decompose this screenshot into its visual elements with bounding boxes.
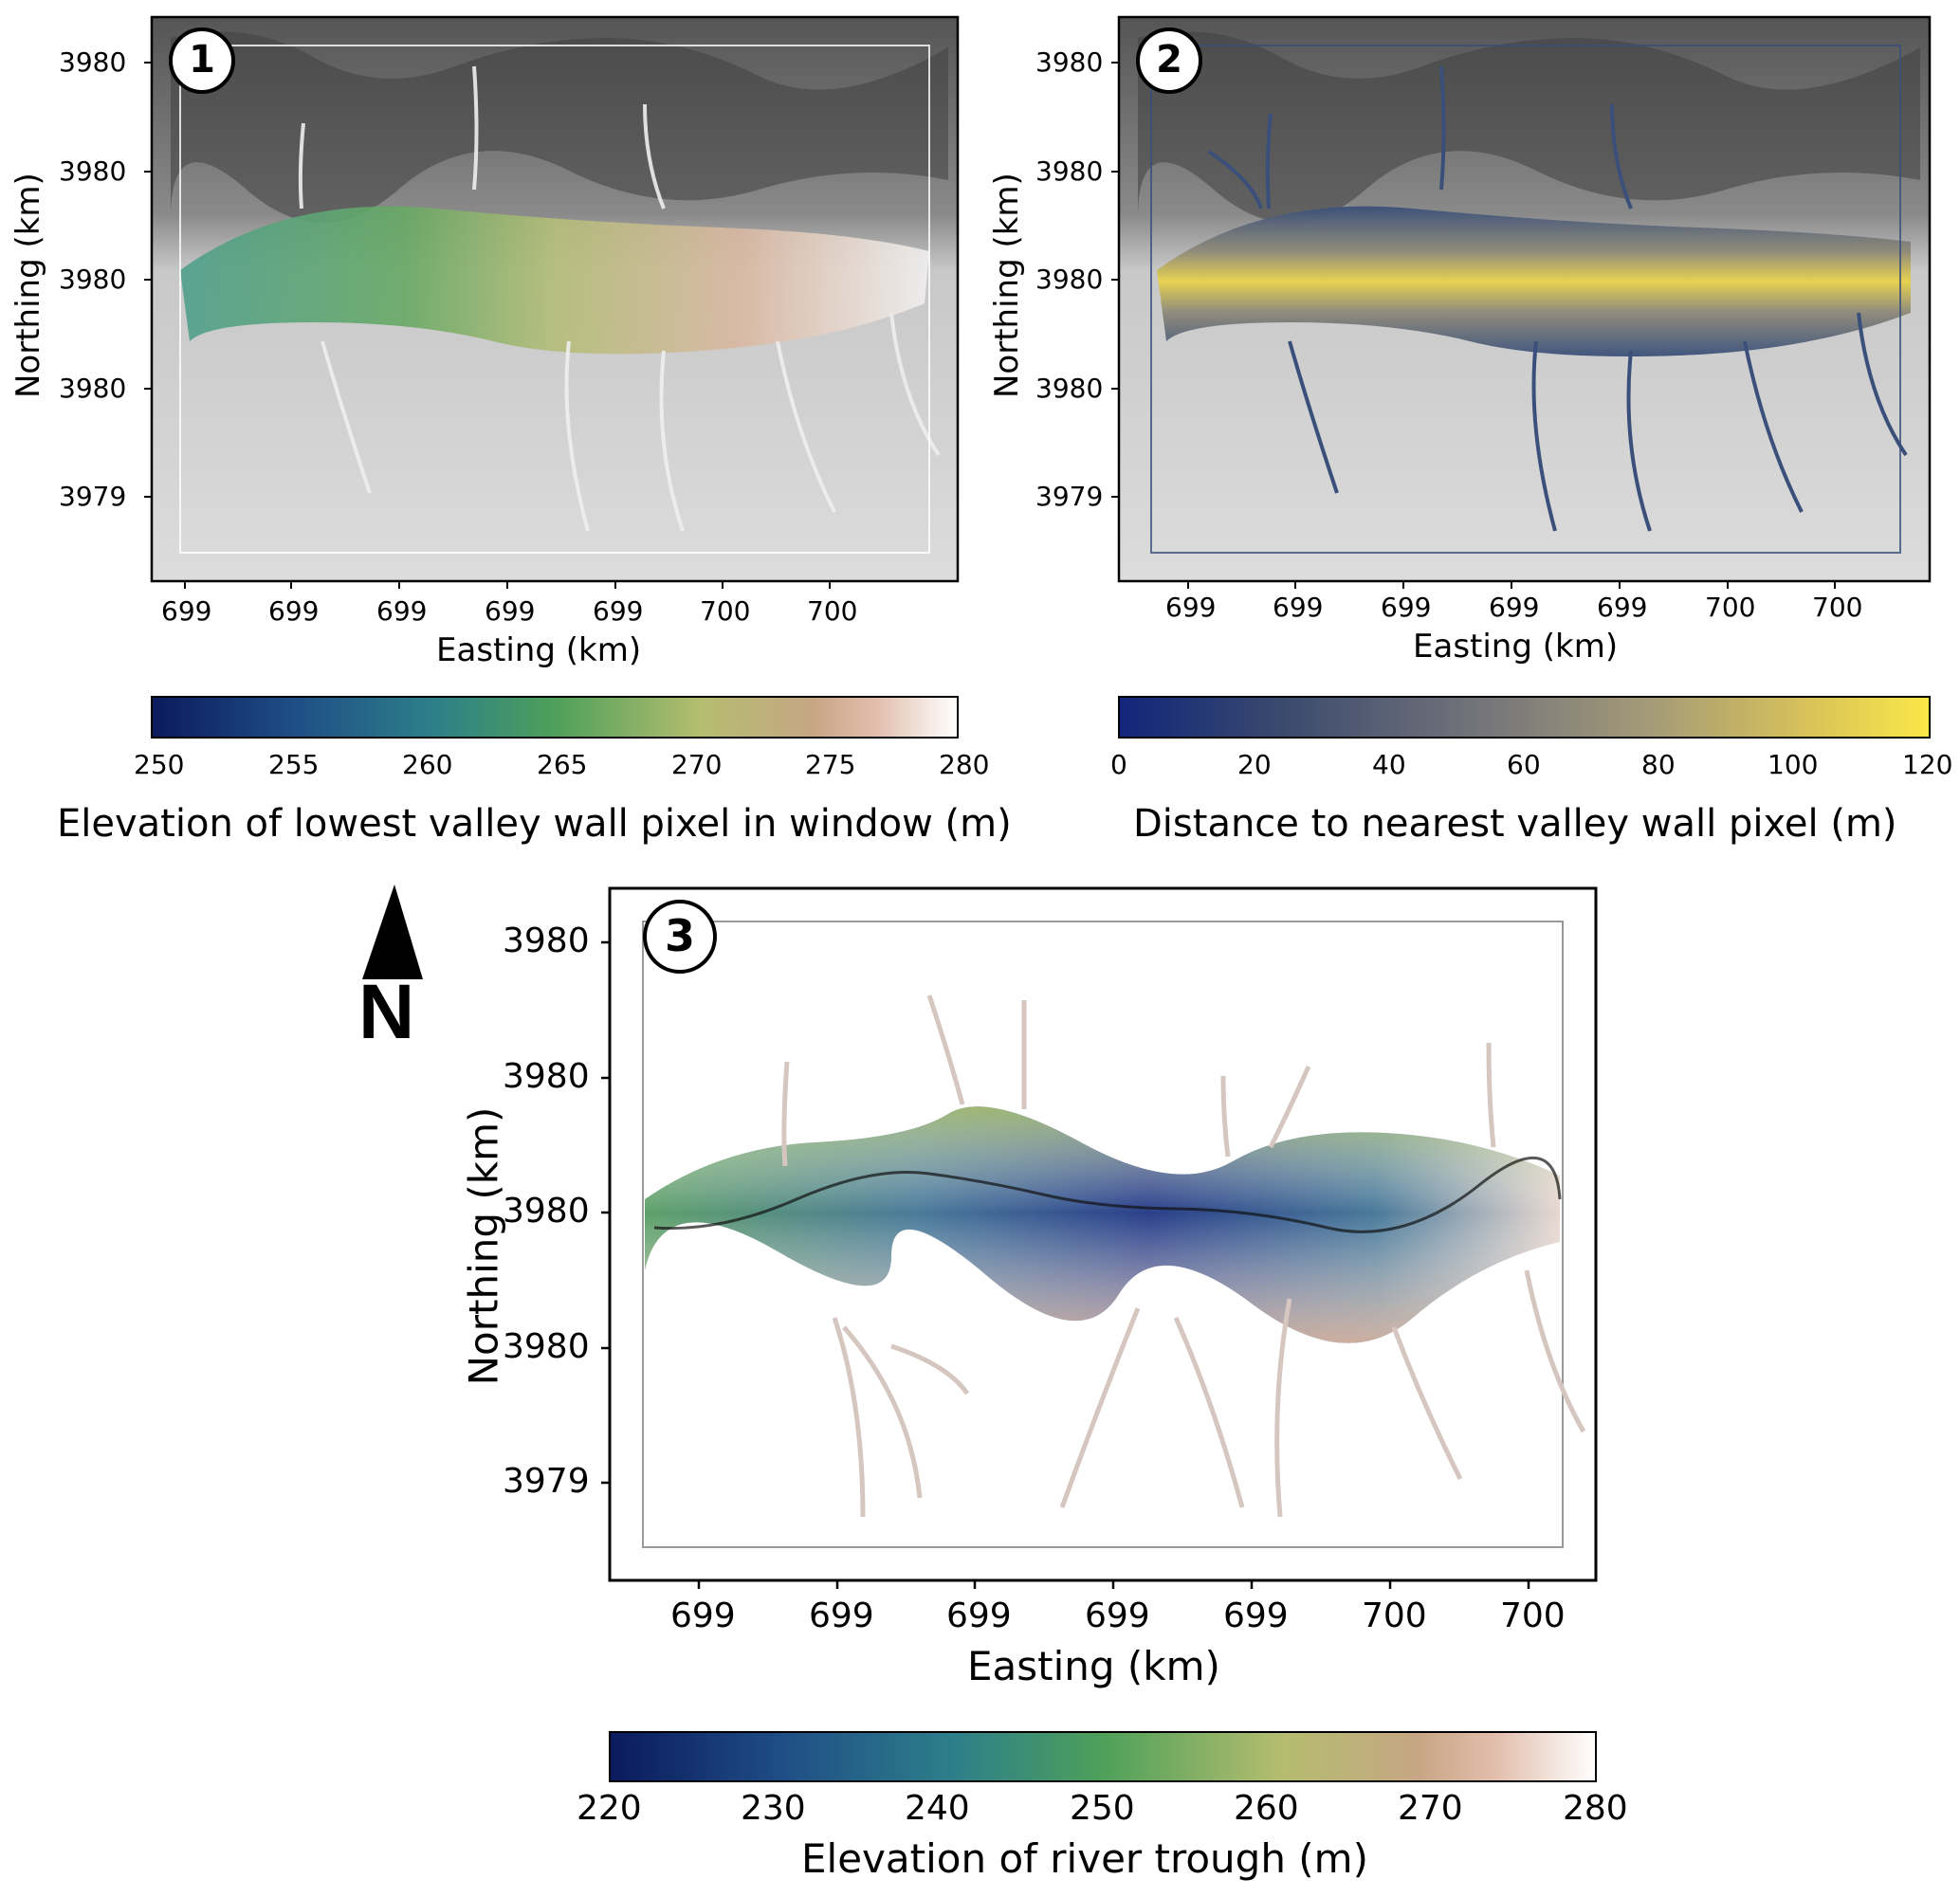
map-area-2 — [1117, 15, 1932, 583]
xtick-2-6: 700 — [1812, 592, 1863, 623]
xtick-1-6: 700 — [807, 595, 858, 627]
ytick-1-1: 3980 — [59, 155, 127, 187]
xtick-3-1: 699 — [809, 1596, 874, 1635]
cbtick-1-4: 270 — [671, 749, 723, 780]
panel-badge-2 — [1136, 27, 1202, 94]
panel-2: 2 3980 3980 3980 3980 3979 Northing (km)… — [977, 0, 1960, 853]
xlabel-3: Easting (km) — [967, 1643, 1220, 1689]
cbtick-2-1: 20 — [1237, 749, 1272, 780]
ylabel-1: Northing (km) — [9, 173, 47, 398]
cbtick-2-0: 0 — [1110, 749, 1127, 780]
cbtick-3-2: 240 — [905, 1789, 970, 1828]
cbtick-1-3: 265 — [537, 749, 588, 780]
colorbar-label-3: Elevation of river trough (m) — [801, 1835, 1368, 1882]
cbtick-1-2: 260 — [402, 749, 453, 780]
xtick-3-0: 699 — [670, 1596, 736, 1635]
ylabel-2: Northing (km) — [988, 173, 1026, 398]
map-area-3 — [608, 886, 1598, 1582]
cbtick-1-1: 255 — [268, 749, 320, 780]
ytick-1-4: 3979 — [59, 481, 127, 512]
xlabel-1: Easting (km) — [436, 631, 642, 669]
xtick-1-0: 699 — [161, 595, 212, 627]
ytick-2-3: 3980 — [1035, 373, 1104, 404]
cbtick-3-0: 220 — [577, 1789, 642, 1828]
xtick-3-4: 699 — [1223, 1596, 1289, 1635]
xtick-2-3: 699 — [1489, 592, 1540, 623]
xtick-3-5: 700 — [1362, 1596, 1427, 1635]
ytick-3-4: 3979 — [503, 1462, 590, 1501]
north-arrow: N — [351, 877, 436, 1067]
xtick-3-3: 699 — [1085, 1596, 1150, 1635]
xtick-3-6: 700 — [1500, 1596, 1566, 1635]
xtick-1-4: 699 — [593, 595, 644, 627]
ytick-2-2: 3980 — [1035, 264, 1104, 295]
xtick-2-5: 700 — [1705, 592, 1756, 623]
panel-2-svg — [1111, 15, 1932, 739]
cbtick-2-2: 40 — [1372, 749, 1406, 780]
panel-1: 1 3980 3980 3980 3980 3979 Northing (km)… — [0, 0, 1012, 853]
cbtick-1-6: 280 — [939, 749, 990, 780]
cbtick-3-1: 230 — [741, 1789, 806, 1828]
colorbar-1 — [151, 696, 959, 739]
xtick-2-0: 699 — [1165, 592, 1217, 623]
ytick-3-2: 3980 — [503, 1192, 590, 1231]
badge-label-3: 3 — [664, 910, 695, 961]
cbtick-3-4: 260 — [1234, 1789, 1299, 1828]
colorbar-3 — [609, 1731, 1597, 1782]
colorbar-label-2: Distance to nearest valley wall pixel (m… — [1133, 802, 1897, 846]
xlabel-2: Easting (km) — [1413, 628, 1619, 666]
cbtick-2-6: 120 — [1902, 749, 1953, 780]
cbtick-3-6: 280 — [1563, 1789, 1628, 1828]
panel-3: 3 3980 3980 3980 3980 3979 Northing (km)… — [417, 872, 1650, 1882]
ytick-1-2: 3980 — [59, 264, 127, 295]
xtick-3-2: 699 — [946, 1596, 1012, 1635]
xtick-1-3: 699 — [485, 595, 536, 627]
ylabel-3: Northing (km) — [460, 1106, 507, 1386]
ytick-2-4: 3979 — [1035, 481, 1104, 512]
xtick-2-4: 699 — [1597, 592, 1648, 623]
cbtick-1-5: 275 — [805, 749, 856, 780]
badge-label-1: 1 — [189, 38, 215, 82]
colorbar-2 — [1118, 696, 1931, 739]
panel-badge-1 — [169, 27, 235, 94]
ytick-3-3: 3980 — [503, 1327, 590, 1366]
ytick-3-1: 3980 — [503, 1057, 590, 1096]
cbtick-3-3: 250 — [1070, 1789, 1135, 1828]
ytick-2-1: 3980 — [1035, 155, 1104, 187]
ytick-1-0: 3980 — [59, 46, 127, 78]
xtick-1-5: 700 — [700, 595, 751, 627]
panel-badge-3 — [643, 900, 717, 974]
xtick-1-2: 699 — [376, 595, 428, 627]
cbtick-2-4: 80 — [1641, 749, 1676, 780]
cbtick-2-3: 60 — [1507, 749, 1541, 780]
cbtick-3-5: 270 — [1398, 1789, 1463, 1828]
xtick-2-1: 699 — [1273, 592, 1324, 623]
north-label: N — [358, 969, 415, 1055]
cbtick-2-5: 100 — [1768, 749, 1819, 780]
panel-3-svg — [601, 886, 1598, 1782]
cbtick-1-0: 250 — [134, 749, 185, 780]
map-area-1 — [150, 15, 960, 583]
north-arrow-icon — [362, 885, 423, 979]
ytick-2-0: 3980 — [1035, 46, 1104, 78]
ytick-3-0: 3980 — [503, 921, 590, 960]
ytick-1-3: 3980 — [59, 373, 127, 404]
colorbar-label-1: Elevation of lowest valley wall pixel in… — [57, 802, 1012, 846]
panel-1-svg — [144, 15, 960, 739]
xtick-1-1: 699 — [268, 595, 320, 627]
badge-label-2: 2 — [1156, 38, 1182, 82]
xtick-2-2: 699 — [1381, 592, 1432, 623]
